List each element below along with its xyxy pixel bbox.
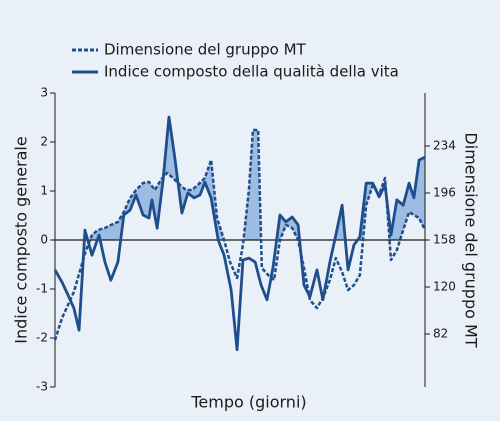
y-tick-label: -2 (36, 331, 48, 345)
y-tick-label: -3 (36, 380, 48, 394)
y2-tick-label: 234 (433, 138, 456, 152)
fill-between (84, 117, 425, 240)
legend-label: Indice composto della qualità della vita (104, 63, 399, 81)
y2-tick-label: 158 (433, 233, 456, 247)
y-tick-label: -1 (36, 282, 48, 296)
y-tick-label: 0 (40, 233, 48, 247)
legend-label: Dimensione del gruppo MT (104, 41, 307, 59)
y-tick-label: 2 (40, 135, 48, 149)
y2-tick-label: 196 (433, 185, 456, 199)
y-tick-label: 3 (40, 86, 48, 100)
y-axis-label: Indice composto generale (12, 136, 31, 343)
series-line (53, 115, 426, 352)
x-axis-label: Tempo (giorni) (190, 393, 306, 412)
y2-tick-label: 82 (433, 327, 448, 341)
y2-axis-label: Dimensione del gruppo MT (462, 132, 481, 347)
y-tick-label: 1 (40, 184, 48, 198)
y2-tick-label: 120 (433, 280, 456, 294)
series-line (53, 128, 427, 341)
